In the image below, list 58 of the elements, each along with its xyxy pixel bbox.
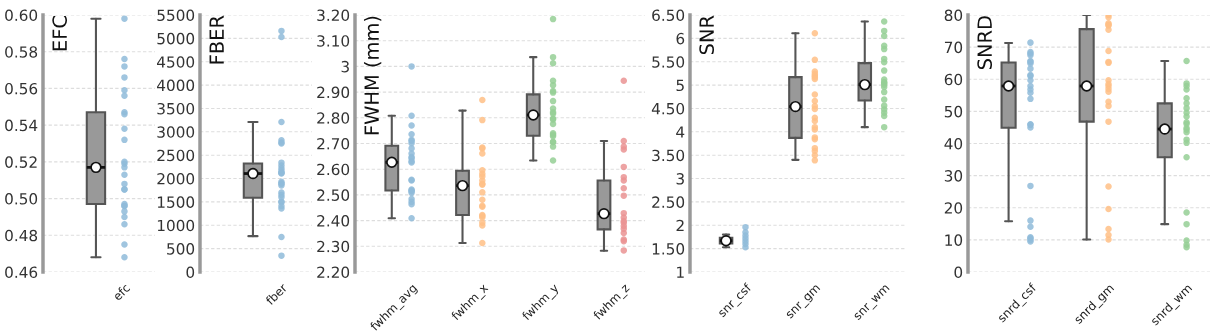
y-tick-label: 60 bbox=[944, 73, 963, 86]
y-tick-label: 6.50 bbox=[652, 9, 685, 22]
y-axis-title: SNR bbox=[699, 15, 715, 55]
y-tick-label: 3000 bbox=[157, 126, 195, 138]
y-tick-label: 50 bbox=[944, 105, 963, 118]
y-tick-label: 1500 bbox=[157, 196, 195, 208]
y-tick-label: 40 bbox=[944, 137, 963, 150]
y-tick-label: 5500 bbox=[157, 9, 195, 22]
y-tick-label: 2.50 bbox=[652, 196, 685, 208]
y-tick-label: 2.40 bbox=[317, 215, 350, 227]
y-tick-label: 500 bbox=[167, 243, 195, 255]
y-tick-label: 0 bbox=[954, 266, 963, 279]
y-tick-label: 5 bbox=[676, 79, 684, 92]
y-tick-label: 4.50 bbox=[651, 102, 685, 115]
y-tick-label: 5.50 bbox=[652, 56, 685, 68]
y-tick-label: 0.54 bbox=[5, 119, 38, 132]
y-axis-title: FBER bbox=[209, 15, 224, 64]
y-tick-label: 3 bbox=[341, 60, 349, 73]
y-tick-label: 4 bbox=[676, 126, 685, 138]
y-tick-label: 2.80 bbox=[317, 112, 350, 124]
y-tick-label: 3.50 bbox=[652, 149, 685, 162]
y-tick-label: 4000 bbox=[157, 79, 195, 92]
y-axis-title: SNRD bbox=[977, 16, 993, 70]
y-tick-label: 0.48 bbox=[5, 229, 38, 242]
y-tick-label: 1 bbox=[677, 266, 684, 278]
y-tick-label: 0.56 bbox=[5, 82, 38, 95]
y-tick-label: 30 bbox=[944, 170, 963, 182]
y-tick-label: 2.90 bbox=[317, 86, 350, 99]
y-tick-label: 5000 bbox=[157, 32, 195, 45]
y-tick-label: 1000 bbox=[157, 219, 195, 232]
y-axis-title: FWHM (mm) bbox=[363, 16, 382, 135]
y-tick-label: 0.46 bbox=[5, 266, 38, 279]
y-tick-label: 2.70 bbox=[317, 137, 350, 150]
x-tick-label: efc bbox=[112, 282, 131, 302]
y-tick-label: 2500 bbox=[157, 149, 195, 162]
y-tick-label: 80 bbox=[944, 9, 963, 22]
y-tick-label: 3.20 bbox=[317, 9, 350, 22]
y-tick-label: 6 bbox=[676, 32, 685, 45]
y-tick-label: 0.50 bbox=[5, 193, 38, 205]
y-tick-label: 10 bbox=[945, 234, 963, 246]
y-tick-label: 2.60 bbox=[317, 163, 350, 176]
y-tick-label: 2.20 bbox=[317, 266, 350, 279]
y-tick-label: 3 bbox=[676, 173, 684, 185]
y-tick-label: 70 bbox=[944, 41, 963, 54]
y-tick-label: 2000 bbox=[157, 173, 195, 185]
y-tick-label: 4500 bbox=[157, 56, 195, 68]
y-tick-label: 3500 bbox=[157, 102, 195, 115]
y-tick-label: 2 bbox=[676, 219, 684, 232]
y-tick-label: 0.52 bbox=[5, 156, 37, 168]
y-axis-title: EFC bbox=[52, 16, 68, 51]
y-tick-label: 20 bbox=[944, 202, 963, 214]
y-tick-label: 2.50 bbox=[317, 189, 350, 201]
y-tick-label: 2.30 bbox=[317, 240, 350, 253]
y-tick-label: 0 bbox=[186, 266, 195, 279]
y-tick-label: 0.60 bbox=[5, 9, 38, 22]
y-tick-label: 1.50 bbox=[652, 243, 685, 255]
y-tick-label: 0.58 bbox=[5, 46, 38, 58]
y-tick-label: 3.10 bbox=[317, 35, 350, 47]
